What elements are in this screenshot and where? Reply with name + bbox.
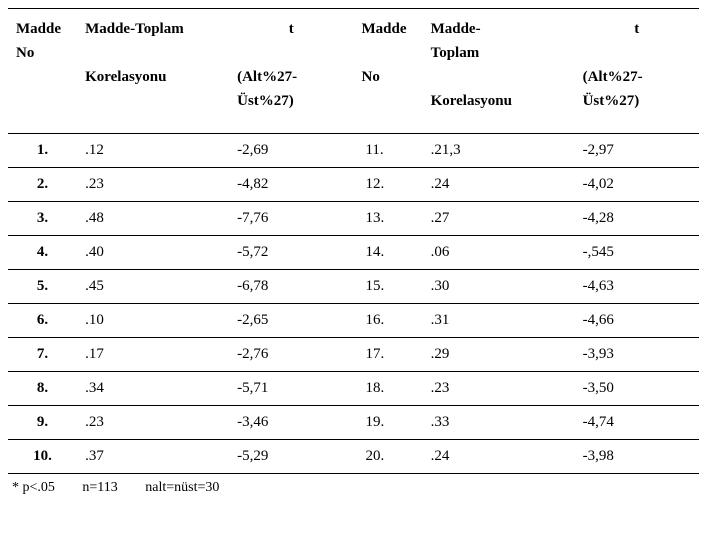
cell-n2: 15. xyxy=(353,270,422,304)
table-row: 8. .34 -5,71 18. .23 -3,50 xyxy=(8,372,699,406)
h-col5-l3: Korelasyonu xyxy=(431,93,512,109)
cell-c1: .45 xyxy=(77,270,229,304)
cell-t2: -4,28 xyxy=(575,202,699,236)
cell-c2: .24 xyxy=(423,440,575,474)
cell-n1: 6. xyxy=(8,304,77,338)
cell-n1: 2. xyxy=(8,168,77,202)
cell-t1: -2,76 xyxy=(229,338,353,372)
cell-c1: .48 xyxy=(77,202,229,236)
cell-c1: .37 xyxy=(77,440,229,474)
cell-t1: -5,71 xyxy=(229,372,353,406)
cell-t2: -3,98 xyxy=(575,440,699,474)
h-col5-l1: Madde- xyxy=(431,21,481,37)
cell-n2: 13. xyxy=(353,202,422,236)
h-col2-l1: Madde-Toplam xyxy=(85,21,184,37)
header-madde-no-1: Madde No xyxy=(8,9,77,134)
cell-c2: .30 xyxy=(423,270,575,304)
cell-n2: 19. xyxy=(353,406,422,440)
h-col6-l3: Üst%27) xyxy=(583,93,640,109)
h-col2-l2: Korelasyonu xyxy=(85,69,166,85)
h-col4-l1: Madde xyxy=(361,21,406,37)
cell-t2: -,545 xyxy=(575,236,699,270)
cell-t2: -4,63 xyxy=(575,270,699,304)
cell-t1: -6,78 xyxy=(229,270,353,304)
cell-c2: .24 xyxy=(423,168,575,202)
h-col6-l2: (Alt%27- xyxy=(583,69,643,85)
cell-n2: 20. xyxy=(353,440,422,474)
cell-n1: 9. xyxy=(8,406,77,440)
table-row: 1. .12 -2,69 11. .21,3 -2,97 xyxy=(8,134,699,168)
header-t-2: t (Alt%27- Üst%27) xyxy=(575,9,699,134)
footnote-nalt: nalt=nüst=30 xyxy=(145,480,219,495)
header-madde-no-2: Madde No xyxy=(353,9,422,134)
cell-t1: -2,65 xyxy=(229,304,353,338)
cell-t2: -4,66 xyxy=(575,304,699,338)
cell-t2: -4,74 xyxy=(575,406,699,440)
table-row: 6. .10 -2,65 16. .31 -4,66 xyxy=(8,304,699,338)
cell-n2: 12. xyxy=(353,168,422,202)
cell-t1: -2,69 xyxy=(229,134,353,168)
cell-c2: .27 xyxy=(423,202,575,236)
table-row: 10. .37 -5,29 20. .24 -3,98 xyxy=(8,440,699,474)
cell-t1: -5,29 xyxy=(229,440,353,474)
cell-n1: 5. xyxy=(8,270,77,304)
cell-t2: -3,93 xyxy=(575,338,699,372)
footnote-p: * p<.05 xyxy=(12,480,55,495)
h-col1-l2: No xyxy=(16,45,34,61)
cell-n1: 10. xyxy=(8,440,77,474)
cell-n1: 1. xyxy=(8,134,77,168)
cell-c1: .17 xyxy=(77,338,229,372)
h-col5-l2: Toplam xyxy=(431,45,480,61)
cell-n2: 16. xyxy=(353,304,422,338)
cell-c1: .23 xyxy=(77,406,229,440)
cell-t2: -2,97 xyxy=(575,134,699,168)
cell-n1: 8. xyxy=(8,372,77,406)
cell-t2: -3,50 xyxy=(575,372,699,406)
h-col4-l2: No xyxy=(361,69,379,85)
cell-n2: 17. xyxy=(353,338,422,372)
cell-c1: .12 xyxy=(77,134,229,168)
cell-n1: 4. xyxy=(8,236,77,270)
table-row: 2. .23 -4,82 12. .24 -4,02 xyxy=(8,168,699,202)
header-t-1: t (Alt%27- Üst%27) xyxy=(229,9,353,134)
cell-t1: -4,82 xyxy=(229,168,353,202)
cell-c2: .29 xyxy=(423,338,575,372)
cell-c2: .33 xyxy=(423,406,575,440)
footnote: * p<.05 n=113 nalt=nüst=30 xyxy=(8,474,699,496)
table-row: 3. .48 -7,76 13. .27 -4,28 xyxy=(8,202,699,236)
cell-c2: .31 xyxy=(423,304,575,338)
cell-t1: -7,76 xyxy=(229,202,353,236)
table-row: 4. .40 -5,72 14. .06 -,545 xyxy=(8,236,699,270)
cell-n1: 3. xyxy=(8,202,77,236)
cell-n1: 7. xyxy=(8,338,77,372)
data-table: Madde No Madde-Toplam Korelasyonu t (Alt… xyxy=(8,8,699,474)
table-row: 9. .23 -3,46 19. .33 -4,74 xyxy=(8,406,699,440)
cell-n2: 11. xyxy=(353,134,422,168)
h-col3-l3: Üst%27) xyxy=(237,93,294,109)
cell-c1: .34 xyxy=(77,372,229,406)
cell-c1: .23 xyxy=(77,168,229,202)
footnote-n: n=113 xyxy=(82,480,117,495)
table-body: 1. .12 -2,69 11. .21,3 -2,97 2. .23 -4,8… xyxy=(8,134,699,474)
h-col3-l1: t xyxy=(237,17,345,41)
cell-c1: .40 xyxy=(77,236,229,270)
header-korelasyonu-1: Madde-Toplam Korelasyonu xyxy=(77,9,229,134)
table-row: 5. .45 -6,78 15. .30 -4,63 xyxy=(8,270,699,304)
cell-t1: -3,46 xyxy=(229,406,353,440)
cell-c2: .06 xyxy=(423,236,575,270)
header-korelasyonu-2: Madde- Toplam Korelasyonu xyxy=(423,9,575,134)
cell-t2: -4,02 xyxy=(575,168,699,202)
h-col6-l1: t xyxy=(583,17,691,41)
cell-t1: -5,72 xyxy=(229,236,353,270)
cell-n2: 14. xyxy=(353,236,422,270)
cell-c1: .10 xyxy=(77,304,229,338)
cell-c2: .23 xyxy=(423,372,575,406)
cell-n2: 18. xyxy=(353,372,422,406)
h-col1-l1: Madde xyxy=(16,21,61,37)
h-col3-l2: (Alt%27- xyxy=(237,69,297,85)
table-row: 7. .17 -2,76 17. .29 -3,93 xyxy=(8,338,699,372)
cell-c2: .21,3 xyxy=(423,134,575,168)
